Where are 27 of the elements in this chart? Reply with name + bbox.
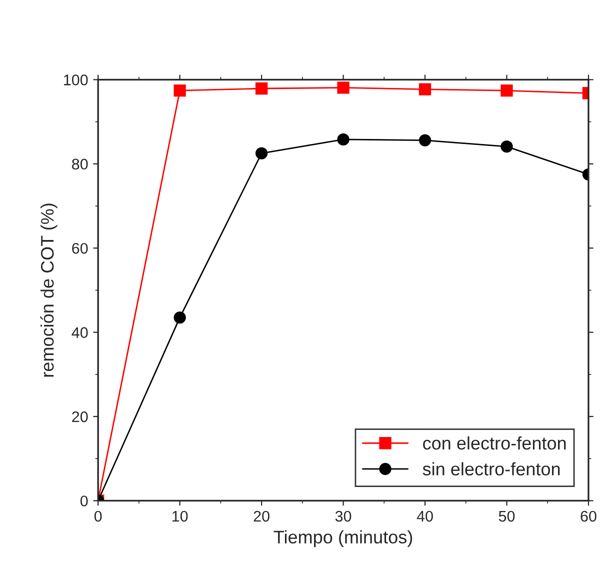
point — [500, 84, 513, 97]
y-tick-label: 100 — [64, 74, 88, 86]
y-tick-label: 80 — [72, 158, 88, 170]
point — [255, 82, 268, 95]
x-tick-label: 60 — [580, 510, 596, 522]
x-tick-label: 40 — [416, 510, 433, 522]
legend-label: sin electro-fenton — [422, 462, 560, 476]
y-tick-label: 60 — [72, 242, 88, 254]
point — [255, 147, 268, 160]
point — [500, 140, 513, 153]
point — [174, 84, 186, 97]
y-tick-label: 20 — [72, 411, 88, 422]
point — [418, 134, 432, 146]
x-tick-label: 50 — [498, 510, 515, 522]
y-tick-label: 40 — [72, 327, 88, 338]
point — [337, 82, 350, 94]
x-tick-label: 10 — [172, 510, 188, 522]
y-tick-label: 0 — [80, 496, 88, 506]
x-tick-label: 0 — [94, 510, 102, 522]
y-axis-title: remoción de COT (%) — [40, 204, 58, 377]
legend-label: con electro-fenton — [423, 436, 566, 450]
x-axis-title: Tiempo (minutos) — [274, 530, 412, 548]
x-tick-label: 20 — [254, 510, 270, 522]
x-tick-label: 30 — [335, 510, 352, 522]
point — [337, 133, 350, 146]
point — [174, 311, 186, 324]
point — [418, 83, 432, 96]
